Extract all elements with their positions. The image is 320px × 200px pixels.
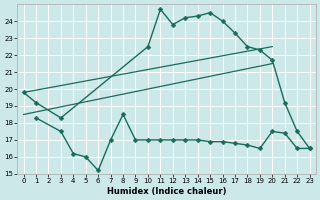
X-axis label: Humidex (Indice chaleur): Humidex (Indice chaleur) xyxy=(107,187,226,196)
